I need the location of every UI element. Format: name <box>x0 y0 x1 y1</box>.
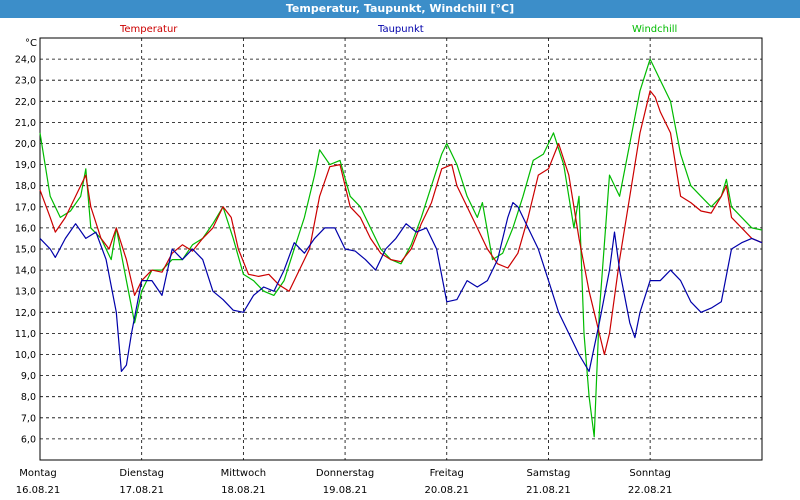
day-date-label: 19.08.21 <box>323 485 368 496</box>
legend-taupunkt: Taupunkt <box>378 24 424 35</box>
y-tick-label: 9,0 <box>21 371 36 382</box>
day-date-label: 17.08.21 <box>119 485 164 496</box>
series-line-temperatur <box>39 90 763 356</box>
day-date-label: 16.08.21 <box>16 485 61 496</box>
day-date-label: 22.08.21 <box>628 485 673 496</box>
y-tick-label: 11,0 <box>15 329 36 340</box>
grid <box>40 38 762 460</box>
axes <box>39 37 763 461</box>
series-line-windchill <box>39 58 763 438</box>
y-tick-label: 16,0 <box>15 223 36 234</box>
legend-temperatur: Temperatur <box>120 24 178 35</box>
y-tick-label: 19,0 <box>15 160 36 171</box>
y-tick-label: 15,0 <box>15 245 36 256</box>
y-tick-label: 24,0 <box>15 55 36 66</box>
y-tick-label: 14,0 <box>15 266 36 277</box>
y-tick-label: 17,0 <box>15 202 36 213</box>
day-name-label: Sonntag <box>629 468 671 479</box>
day-name-label: Samstag <box>527 468 571 479</box>
series-lines <box>39 58 763 438</box>
y-tick-label: 20,0 <box>15 139 36 150</box>
axis-labels: 6,0 7,0 8,0 9,0 10,0 11,0 12,0 13,0 14,0 15,0 16,0… <box>15 55 673 496</box>
day-name-label: Donnerstag <box>316 468 374 479</box>
day-name-label: Montag <box>19 468 56 479</box>
y-tick-label: 23,0 <box>15 76 36 87</box>
y-tick-label: 12,0 <box>15 308 36 319</box>
day-name-label: Dienstag <box>119 468 164 479</box>
y-axis-unit: °C <box>25 38 37 49</box>
y-tick-label: 18,0 <box>15 181 36 192</box>
y-tick-label: 13,0 <box>15 287 36 298</box>
legend-windchill: Windchill <box>632 24 678 35</box>
chart-title: Temperatur, Taupunkt, Windchill [°C] <box>0 0 800 18</box>
day-date-label: 20.08.21 <box>424 485 469 496</box>
y-tick-label: 7,0 <box>21 413 36 424</box>
y-tick-label: 6,0 <box>21 434 36 445</box>
plot-frame <box>39 37 763 461</box>
y-tick-label: 8,0 <box>21 392 36 403</box>
y-tick-label: 21,0 <box>15 118 36 129</box>
series-line-taupunkt <box>39 202 763 372</box>
day-name-label: Mittwoch <box>221 468 266 479</box>
day-date-label: 21.08.21 <box>526 485 571 496</box>
y-tick-label: 22,0 <box>15 97 36 108</box>
day-name-label: Freitag <box>430 468 464 479</box>
day-date-label: 18.08.21 <box>221 485 266 496</box>
y-tick-label: 10,0 <box>15 350 36 361</box>
